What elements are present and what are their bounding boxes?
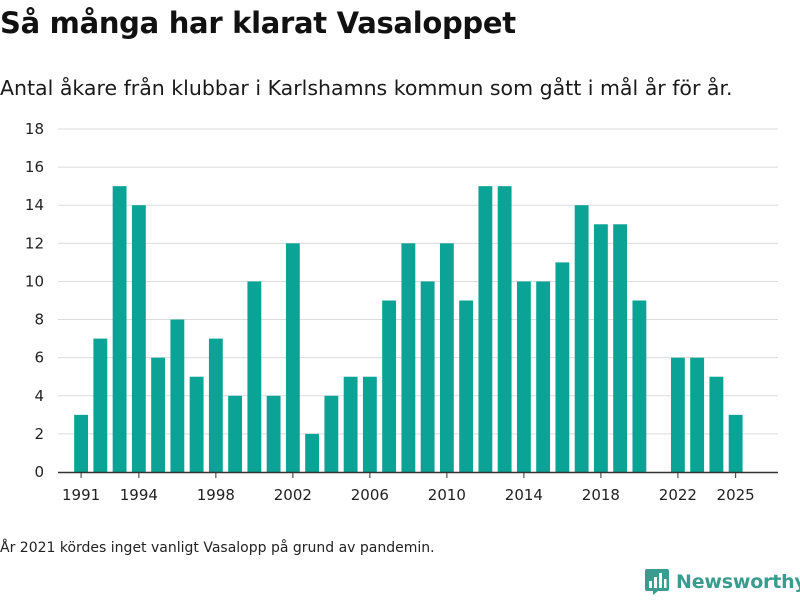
- footnote: År 2021 kördes inget vanligt Vasalopp på…: [0, 540, 435, 556]
- bar-2009[interactable]: 2009: 10: [420, 281, 435, 472]
- y-tick-label: 10: [25, 272, 44, 290]
- bar-1994[interactable]: 1994: 14: [131, 205, 146, 472]
- bar-1995[interactable]: 1995: 6: [151, 357, 166, 472]
- y-tick-label: 16: [25, 158, 44, 176]
- bar-1993[interactable]: 1993: 15: [112, 186, 127, 472]
- bar-chart-logo-icon: [645, 569, 669, 595]
- bar-2018[interactable]: 2018: 13: [593, 224, 608, 472]
- bar-2016[interactable]: 2016: 11: [555, 262, 570, 472]
- bar-1997[interactable]: 1997: 5: [189, 376, 204, 472]
- x-tick-label: 1994: [120, 486, 158, 504]
- bar-1996[interactable]: 1996: 8: [170, 319, 185, 472]
- y-tick-label: 18: [25, 120, 44, 138]
- bar-2010[interactable]: 2010: 12: [439, 243, 454, 472]
- bar-2024[interactable]: 2024: 5: [709, 376, 724, 472]
- bars: 1991: 3 1992: 7 1993: 15 1994: 14 1995: 6 199…: [74, 186, 743, 473]
- chart-subtitle: Antal åkare från klubbar i Karlshamns ko…: [0, 76, 733, 100]
- bar-2017[interactable]: 2017: 14: [574, 205, 589, 472]
- x-tick-label: 1998: [197, 486, 235, 504]
- bar-1991[interactable]: 1991: 3: [74, 414, 89, 472]
- x-tick-label: 2025: [717, 486, 755, 504]
- x-tick-label: 1991: [62, 486, 100, 504]
- bar-2014[interactable]: 2014: 10: [516, 281, 531, 472]
- bar-2011[interactable]: 2011: 9: [459, 300, 474, 473]
- bar-1992[interactable]: 1992: 7: [93, 338, 108, 472]
- bar-2013[interactable]: 2013: 15: [497, 186, 512, 472]
- bar-1999[interactable]: 1999: 4: [228, 395, 243, 472]
- bar-2002[interactable]: 2002: 12: [285, 243, 300, 472]
- bar-2006[interactable]: 2006: 5: [362, 376, 377, 472]
- x-tick-label: 2014: [505, 486, 543, 504]
- bar-2025[interactable]: 2025: 3: [728, 414, 743, 472]
- bar-2012[interactable]: 2012: 15: [478, 186, 493, 472]
- y-tick-label: 0: [34, 463, 44, 481]
- bar-2001[interactable]: 2001: 4: [266, 395, 281, 472]
- bar-1998[interactable]: 1998: 7: [208, 338, 223, 472]
- x-tick-label: 2010: [428, 486, 466, 504]
- bar-2000[interactable]: 2000: 10: [247, 281, 262, 472]
- y-tick-label: 2: [34, 425, 44, 443]
- chart-title: Så många har klarat Vasaloppet: [0, 6, 516, 40]
- x-tick-label: 2002: [274, 486, 312, 504]
- x-tick-label: 2006: [351, 486, 389, 504]
- bar-2022[interactable]: 2022: 6: [670, 357, 685, 472]
- y-tick-label: 14: [25, 196, 44, 214]
- y-tick-label: 12: [25, 234, 44, 252]
- bar-2004[interactable]: 2004: 4: [324, 395, 339, 472]
- bar-2015[interactable]: 2015: 10: [536, 281, 551, 472]
- brand-name: Newsworthy: [676, 571, 800, 593]
- x-tick-label: 2018: [582, 486, 620, 504]
- x-tick-label: 2022: [659, 486, 697, 504]
- bar-2023[interactable]: 2023: 6: [690, 357, 705, 472]
- bar-2007[interactable]: 2007: 9: [382, 300, 397, 473]
- bar-2008[interactable]: 2008: 12: [401, 243, 416, 472]
- gridlines: [58, 128, 778, 435]
- y-tick-label: 4: [34, 387, 44, 405]
- bar-2019[interactable]: 2019: 13: [613, 224, 628, 472]
- bar-2003[interactable]: 2003: 2: [305, 433, 320, 472]
- y-tick-label: 6: [34, 349, 44, 367]
- bar-2005[interactable]: 2005: 5: [343, 376, 358, 472]
- brand-logo[interactable]: Newsworthy: [644, 568, 800, 596]
- bar-2020[interactable]: 2020: 9: [632, 300, 647, 473]
- axes: 0 2 4 6 8 10 12 14 16 18 1991 1994 1998 2002 2006 2010 2…: [25, 120, 778, 504]
- y-tick-label: 8: [34, 311, 44, 329]
- bar-chart: 1991: 3 1992: 7 1993: 15 1994: 14 1995: 6 199…: [25, 120, 778, 504]
